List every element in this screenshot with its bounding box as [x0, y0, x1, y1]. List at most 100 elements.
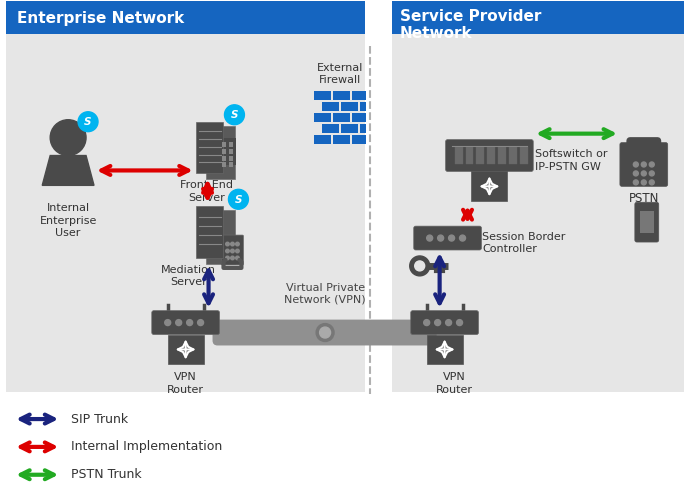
FancyBboxPatch shape — [322, 124, 339, 132]
Circle shape — [316, 324, 334, 342]
Circle shape — [231, 256, 234, 260]
FancyBboxPatch shape — [195, 206, 224, 258]
Text: Session Border
Controller: Session Border Controller — [482, 232, 565, 254]
Circle shape — [231, 242, 234, 246]
Circle shape — [236, 256, 239, 260]
Circle shape — [236, 249, 239, 253]
Circle shape — [78, 112, 98, 132]
Circle shape — [165, 320, 170, 326]
FancyBboxPatch shape — [352, 91, 366, 100]
FancyBboxPatch shape — [314, 113, 331, 122]
FancyBboxPatch shape — [392, 34, 683, 392]
Circle shape — [438, 235, 444, 241]
FancyBboxPatch shape — [220, 138, 236, 166]
FancyBboxPatch shape — [195, 122, 224, 174]
FancyBboxPatch shape — [360, 124, 366, 132]
FancyBboxPatch shape — [635, 202, 659, 242]
FancyBboxPatch shape — [352, 134, 366, 143]
FancyBboxPatch shape — [229, 156, 234, 160]
Text: External
Firewall: External Firewall — [317, 64, 363, 85]
Text: Mediation
Server: Mediation Server — [161, 265, 216, 287]
FancyBboxPatch shape — [640, 211, 653, 233]
FancyBboxPatch shape — [455, 146, 462, 164]
Text: S: S — [235, 195, 242, 205]
FancyBboxPatch shape — [222, 156, 227, 160]
Circle shape — [457, 320, 462, 326]
FancyBboxPatch shape — [206, 126, 236, 180]
FancyBboxPatch shape — [229, 142, 234, 146]
FancyBboxPatch shape — [414, 226, 482, 250]
Circle shape — [423, 320, 430, 326]
Polygon shape — [42, 156, 94, 186]
Circle shape — [641, 180, 647, 185]
Text: Service Provider
Network: Service Provider Network — [400, 10, 541, 41]
FancyBboxPatch shape — [509, 146, 517, 164]
Circle shape — [225, 105, 245, 124]
Text: S: S — [231, 110, 238, 120]
Circle shape — [50, 120, 86, 156]
FancyBboxPatch shape — [213, 320, 437, 345]
FancyBboxPatch shape — [620, 142, 668, 186]
FancyBboxPatch shape — [477, 146, 484, 164]
Circle shape — [319, 327, 331, 338]
FancyBboxPatch shape — [466, 146, 473, 164]
Circle shape — [633, 180, 638, 185]
Circle shape — [226, 249, 229, 253]
FancyBboxPatch shape — [314, 91, 331, 100]
Circle shape — [410, 256, 430, 276]
FancyBboxPatch shape — [222, 235, 243, 265]
Text: VPN
Router: VPN Router — [436, 372, 473, 394]
FancyBboxPatch shape — [322, 102, 339, 111]
FancyBboxPatch shape — [498, 146, 507, 164]
FancyBboxPatch shape — [6, 34, 365, 392]
Circle shape — [226, 256, 229, 260]
Circle shape — [633, 162, 638, 167]
Text: PSTN Trunk: PSTN Trunk — [71, 468, 142, 481]
Text: Enterprise Network: Enterprise Network — [17, 11, 184, 26]
Circle shape — [176, 320, 182, 326]
FancyBboxPatch shape — [229, 148, 234, 154]
Circle shape — [198, 320, 204, 326]
FancyBboxPatch shape — [487, 146, 495, 164]
Text: Internal Implementation: Internal Implementation — [71, 440, 222, 454]
Circle shape — [236, 242, 239, 246]
FancyBboxPatch shape — [333, 91, 350, 100]
Circle shape — [226, 242, 229, 246]
FancyBboxPatch shape — [314, 134, 331, 143]
Circle shape — [459, 235, 466, 241]
Circle shape — [446, 320, 452, 326]
FancyBboxPatch shape — [471, 172, 507, 202]
Circle shape — [649, 180, 654, 185]
FancyBboxPatch shape — [6, 2, 365, 34]
Circle shape — [186, 320, 193, 326]
FancyBboxPatch shape — [222, 142, 227, 146]
Text: S: S — [85, 117, 91, 127]
FancyBboxPatch shape — [411, 310, 478, 334]
Circle shape — [448, 235, 455, 241]
Text: Softswitch or
IP-PSTN GW: Softswitch or IP-PSTN GW — [535, 150, 608, 172]
FancyBboxPatch shape — [446, 140, 533, 172]
FancyBboxPatch shape — [341, 124, 358, 132]
Circle shape — [641, 162, 647, 167]
FancyBboxPatch shape — [341, 102, 358, 111]
Text: PSTN: PSTN — [629, 192, 659, 205]
FancyBboxPatch shape — [152, 310, 220, 334]
FancyBboxPatch shape — [206, 210, 236, 264]
Circle shape — [414, 261, 425, 271]
Circle shape — [229, 190, 248, 209]
Text: Front End
Server: Front End Server — [180, 180, 233, 203]
FancyBboxPatch shape — [392, 2, 683, 34]
Text: Virtual Private
Network (VPN): Virtual Private Network (VPN) — [284, 283, 366, 304]
FancyBboxPatch shape — [352, 113, 366, 122]
Circle shape — [641, 171, 647, 176]
FancyBboxPatch shape — [427, 334, 462, 364]
Circle shape — [427, 235, 432, 241]
FancyBboxPatch shape — [229, 162, 234, 168]
Text: VPN
Router: VPN Router — [167, 372, 204, 394]
FancyBboxPatch shape — [222, 162, 227, 168]
Text: SIP Trunk: SIP Trunk — [71, 412, 128, 426]
FancyBboxPatch shape — [333, 134, 350, 143]
FancyBboxPatch shape — [360, 102, 366, 111]
Text: Internal
Enterprise
User: Internal Enterprise User — [40, 204, 97, 238]
FancyBboxPatch shape — [222, 148, 227, 154]
